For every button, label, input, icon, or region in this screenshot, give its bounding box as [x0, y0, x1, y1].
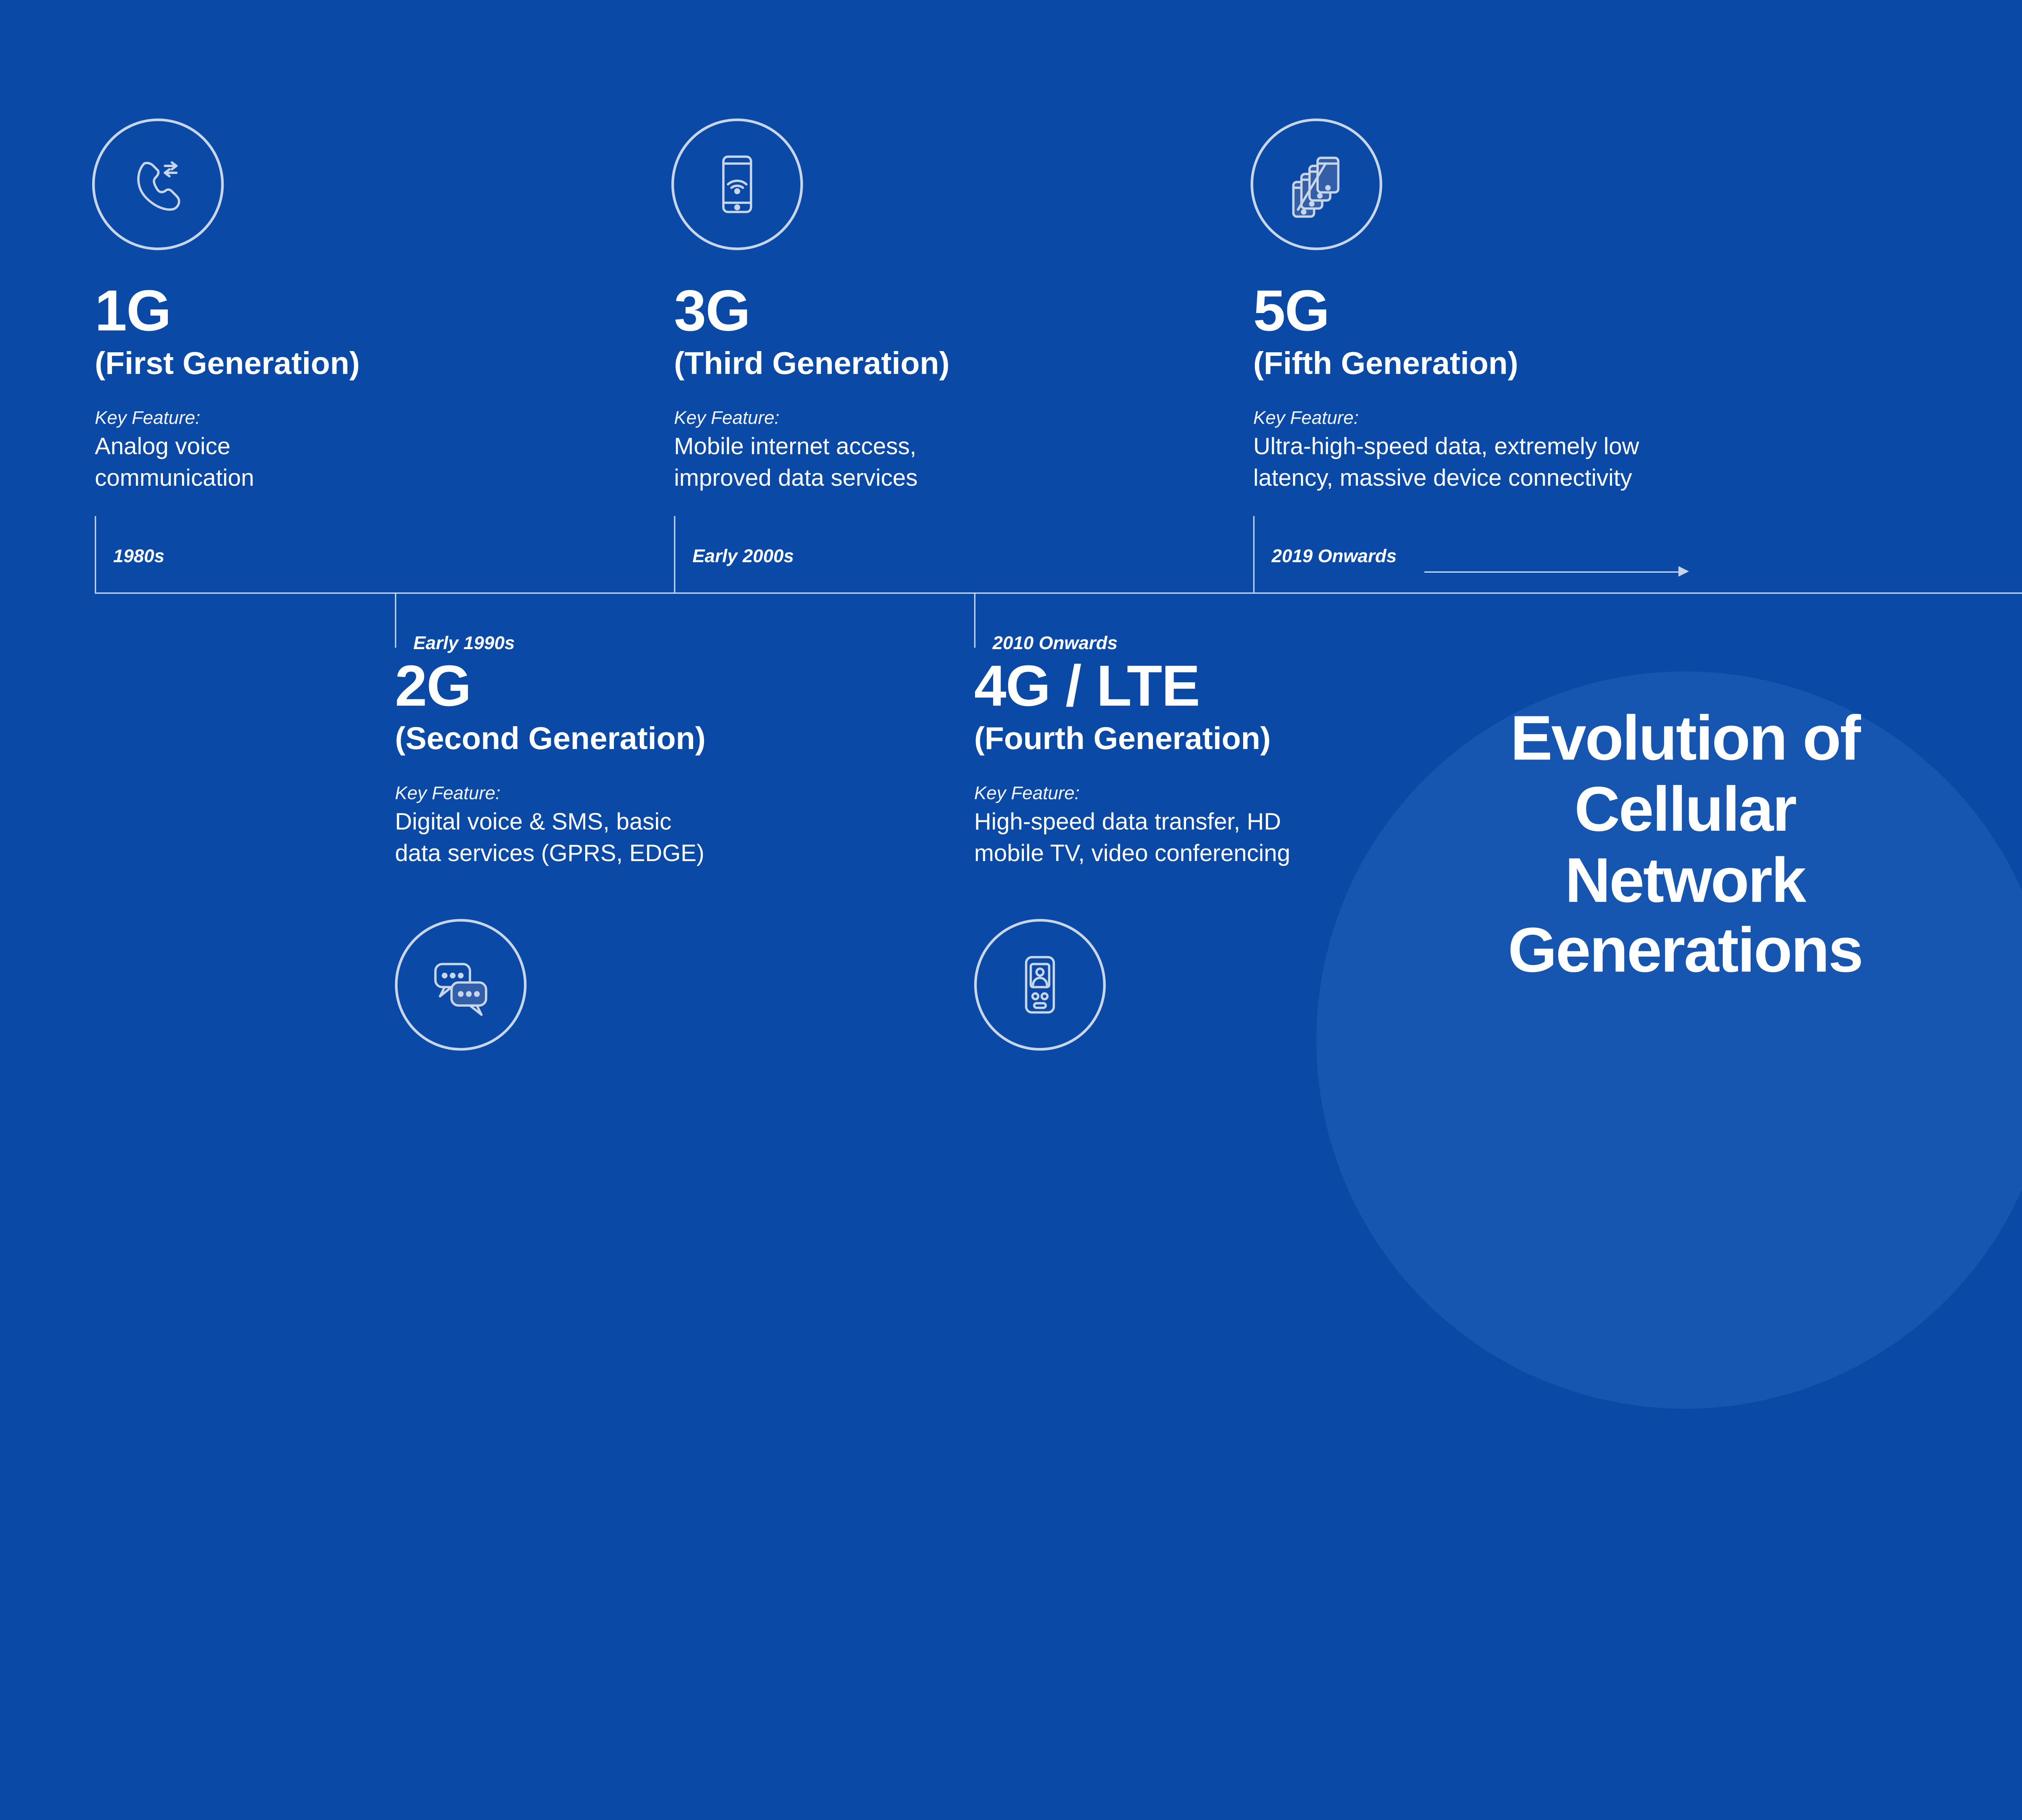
video-phone-icon [1003, 948, 1077, 1022]
generation-subtitle: (Fifth Generation) [1253, 346, 1639, 383]
key-feature-label: Key Feature: [95, 407, 360, 428]
generation-block-g1: 1G (First Generation) Key Feature:Analog v… [95, 283, 360, 495]
key-feature-text: High-speed data transfer, HDmobile TV, v… [974, 806, 1290, 870]
generation-subtitle: (Third Generation) [674, 346, 950, 383]
generation-block-g5: 5G (Fifth Generation) Key Feature:Ultra-hi… [1253, 283, 1639, 495]
generation-title: 5G [1253, 283, 1639, 341]
timeline-tick-below [395, 593, 396, 648]
generation-block-g3: 3G (Third Generation) Key Feature:Mobile i… [674, 283, 950, 495]
generation-icon-circle [395, 919, 527, 1051]
generation-subtitle: (First Generation) [95, 346, 360, 383]
generation-icon-circle [1250, 119, 1382, 250]
timeline-tick-below [974, 593, 975, 648]
key-feature-text: Ultra-high-speed data, extremely lowlate… [1253, 430, 1639, 494]
generation-title: 4G / LTE [974, 658, 1290, 716]
generation-icon-circle [92, 119, 224, 250]
timeline-date-label: 2010 Onwards [992, 632, 1117, 653]
key-feature-label: Key Feature: [674, 407, 950, 428]
generation-icon-circle [974, 919, 1106, 1051]
key-feature-text: Analog voicecommunication [95, 430, 360, 494]
timeline-arrow-head-icon [1678, 566, 1689, 577]
key-feature-label: Key Feature: [974, 782, 1290, 803]
generation-subtitle: (Second Generation) [395, 722, 706, 758]
key-feature-text: Digital voice & SMS, basicdata services … [395, 806, 706, 870]
key-feature-label: Key Feature: [395, 782, 706, 803]
main-title-line: Network [1376, 846, 1995, 916]
main-title-line: Generations [1376, 916, 1995, 987]
main-title: Evolution ofCellularNetworkGenerations [1376, 705, 1995, 988]
timeline-tick-above [674, 516, 675, 593]
generation-title: 3G [674, 283, 950, 341]
main-title-line: Evolution of [1376, 705, 1995, 775]
mobile-wifi-icon [700, 148, 774, 221]
timeline-date-label: 1980s [113, 545, 165, 566]
generation-block-g4: 4G / LTE (Fourth Generation) Key Feature: H… [974, 658, 1290, 870]
chat-icon [424, 948, 497, 1022]
generation-title: 1G [95, 283, 360, 341]
generation-subtitle: (Fourth Generation) [974, 722, 1290, 758]
timeline-tick-above [95, 516, 96, 593]
generation-icon-circle [671, 119, 803, 250]
main-title-line: Cellular [1376, 775, 1995, 846]
key-feature-text: Mobile internet access,improved data ser… [674, 430, 950, 494]
phone-icon [121, 148, 195, 221]
infographic-stage: 1980s Early 1990s Early 2000s 2010 Onwards 2… [0, 0, 2022, 1138]
generation-block-g2: 2G (Second Generation) Key Feature: Digital… [395, 658, 706, 870]
timeline-date-label: Early 2000s [692, 545, 794, 566]
generation-title: 2G [395, 658, 706, 716]
timeline-date-label: Early 1990s [413, 632, 515, 653]
timeline-tick-above [1253, 516, 1254, 593]
timeline-date-label: 2019 Onwards [1272, 545, 1397, 566]
timeline-arrow-line [1424, 571, 1678, 573]
multi-device-icon [1280, 148, 1353, 221]
key-feature-label: Key Feature: [1253, 407, 1639, 428]
timeline-axis [95, 593, 2022, 594]
